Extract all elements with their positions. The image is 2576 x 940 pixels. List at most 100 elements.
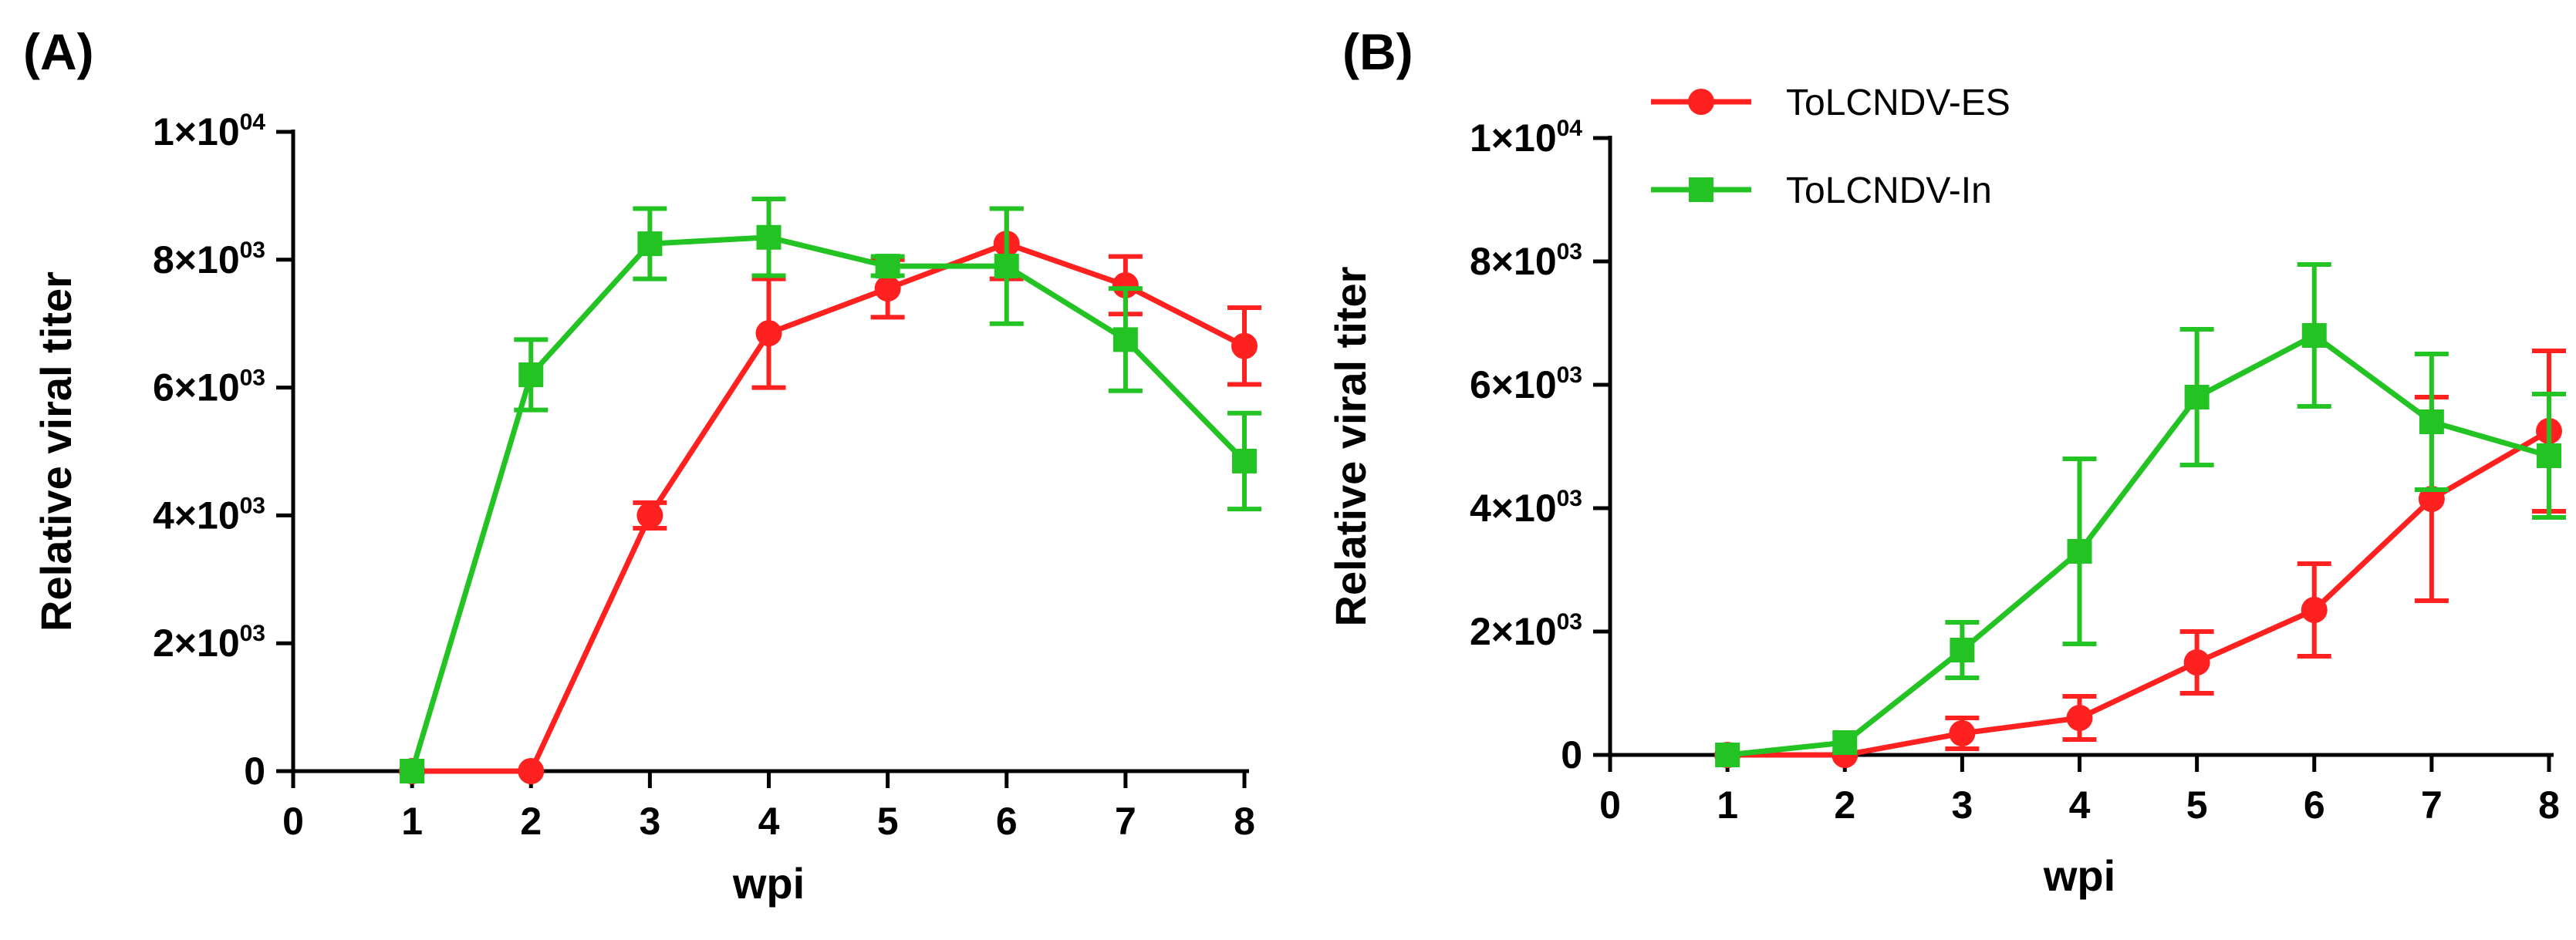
y-tick-exponent: 03 — [240, 493, 265, 518]
y-tick-label: 1×1004 — [1470, 116, 1582, 160]
y-tick-mantissa: 0 — [244, 750, 265, 793]
data-point — [637, 231, 663, 257]
y-tick-mantissa: 6×10 — [1470, 363, 1557, 406]
y-tick-mantissa: 1×10 — [153, 110, 240, 153]
series-tolcndv-in — [400, 197, 1261, 783]
data-point — [1112, 327, 1138, 352]
data-point — [1832, 730, 1858, 755]
x-tick-label: 1 — [1717, 783, 1738, 827]
data-point — [2184, 385, 2210, 409]
y-tick-exponent: 03 — [1557, 239, 1582, 264]
x-tick-label: 1 — [401, 800, 423, 843]
legend-label: ToLCNDV-ES — [1786, 83, 2010, 123]
y-tick-mantissa: 8×10 — [1470, 240, 1557, 283]
y-tick-exponent: 03 — [1557, 486, 1582, 511]
data-point — [2301, 597, 2328, 623]
y-axis-title: Relative viral titer — [1326, 267, 1375, 627]
data-point — [1231, 332, 1258, 359]
panel-label: (A) — [23, 23, 94, 80]
y-tick-label: 8×1003 — [153, 238, 265, 281]
x-tick-label: 4 — [758, 800, 780, 843]
y-tick-exponent: 04 — [240, 109, 266, 135]
legend-marker — [1689, 177, 1713, 202]
data-point — [2418, 486, 2445, 512]
series-line — [1727, 428, 2551, 758]
x-axis-title: wpi — [732, 859, 805, 908]
x-axis-title: wpi — [2043, 851, 2115, 900]
data-point — [636, 502, 663, 529]
data-point — [1112, 271, 1139, 298]
data-point — [756, 224, 782, 250]
y-tick-label: 1×1004 — [153, 109, 265, 153]
y-tick-mantissa: 2×10 — [153, 622, 240, 665]
y-tick-exponent: 04 — [1557, 116, 1583, 141]
x-tick-label: 5 — [877, 800, 899, 843]
x-tick-label: 4 — [2069, 783, 2091, 827]
data-point — [518, 362, 544, 388]
series-line — [412, 241, 1246, 774]
data-point — [755, 320, 782, 347]
y-tick-label: 0 — [244, 750, 265, 793]
data-point — [2066, 705, 2093, 731]
chart-panel-b: (B)0 1 2 3 4 5 6 7 802×10034×10036×10038×10031×1… — [1326, 23, 2566, 900]
legend-marker — [1688, 89, 1714, 115]
data-point — [1232, 448, 1257, 473]
y-tick-label: 6×1003 — [1470, 362, 1582, 406]
data-point — [518, 758, 545, 784]
panel-label: (B) — [1342, 23, 1413, 80]
y-tick-exponent: 03 — [240, 238, 265, 263]
data-point — [400, 759, 425, 783]
data-point — [874, 275, 901, 302]
data-point — [1715, 743, 1740, 767]
x-tick-label: 2 — [1834, 783, 1855, 827]
x-tick-label: 3 — [1951, 783, 1973, 827]
x-tick-label: 8 — [1234, 800, 1255, 843]
y-tick-mantissa: 2×10 — [1470, 610, 1557, 653]
data-point — [2419, 409, 2444, 434]
x-tick-label: 7 — [2421, 783, 2443, 827]
series-line — [409, 234, 1247, 773]
y-tick-exponent: 03 — [1557, 609, 1582, 635]
x-tick-label: 0 — [1599, 783, 1621, 827]
x-tick-label: 6 — [996, 800, 1018, 843]
data-point — [1950, 638, 1975, 662]
x-tick-label: 6 — [2304, 783, 2325, 827]
x-tick-label: 2 — [520, 800, 542, 843]
data-point — [2537, 443, 2561, 468]
data-point — [2183, 649, 2210, 676]
data-point — [2301, 323, 2327, 348]
data-point — [875, 254, 900, 279]
data-point — [994, 254, 1019, 279]
y-tick-label: 8×1003 — [1470, 239, 1582, 283]
x-tick-label: 5 — [2186, 783, 2208, 827]
y-axis-title: Relative viral titer — [32, 271, 80, 632]
x-tick-label: 7 — [1115, 800, 1136, 843]
y-tick-exponent: 03 — [240, 366, 265, 391]
x-tick-label: 3 — [639, 800, 660, 843]
data-point — [1949, 720, 1976, 746]
series-line — [1727, 332, 2550, 758]
y-tick-exponent: 03 — [240, 621, 265, 646]
x-tick-label: 0 — [282, 800, 304, 843]
y-tick-mantissa: 1×10 — [1470, 116, 1557, 160]
y-tick-mantissa: 4×10 — [1470, 487, 1557, 530]
y-tick-label: 0 — [1561, 733, 1582, 777]
y-tick-label: 2×1003 — [1470, 609, 1582, 653]
legend-label: ToLCNDV-In — [1786, 170, 1992, 211]
y-tick-mantissa: 4×10 — [153, 494, 240, 537]
y-tick-mantissa: 6×10 — [153, 366, 240, 409]
y-tick-mantissa: 8×10 — [153, 238, 240, 281]
series-tolcndv-es — [399, 206, 1261, 784]
y-tick-label: 4×1003 — [153, 493, 265, 537]
y-tick-exponent: 03 — [1557, 362, 1582, 388]
legend: ToLCNDV-ES ToLCNDV-In — [1651, 83, 2010, 211]
y-tick-label: 2×1003 — [153, 621, 265, 665]
series-tolcndv-in — [1715, 262, 2566, 767]
y-tick-label: 4×1003 — [1470, 486, 1582, 530]
y-tick-mantissa: 0 — [1561, 733, 1582, 777]
x-tick-label: 8 — [2538, 783, 2560, 827]
y-tick-label: 6×1003 — [153, 366, 265, 409]
chart-panel-a: (A)0 1 2 3 4 5 6 7 802×10034×10036×10038×10031×1… — [23, 23, 1261, 908]
data-point — [2067, 539, 2092, 564]
